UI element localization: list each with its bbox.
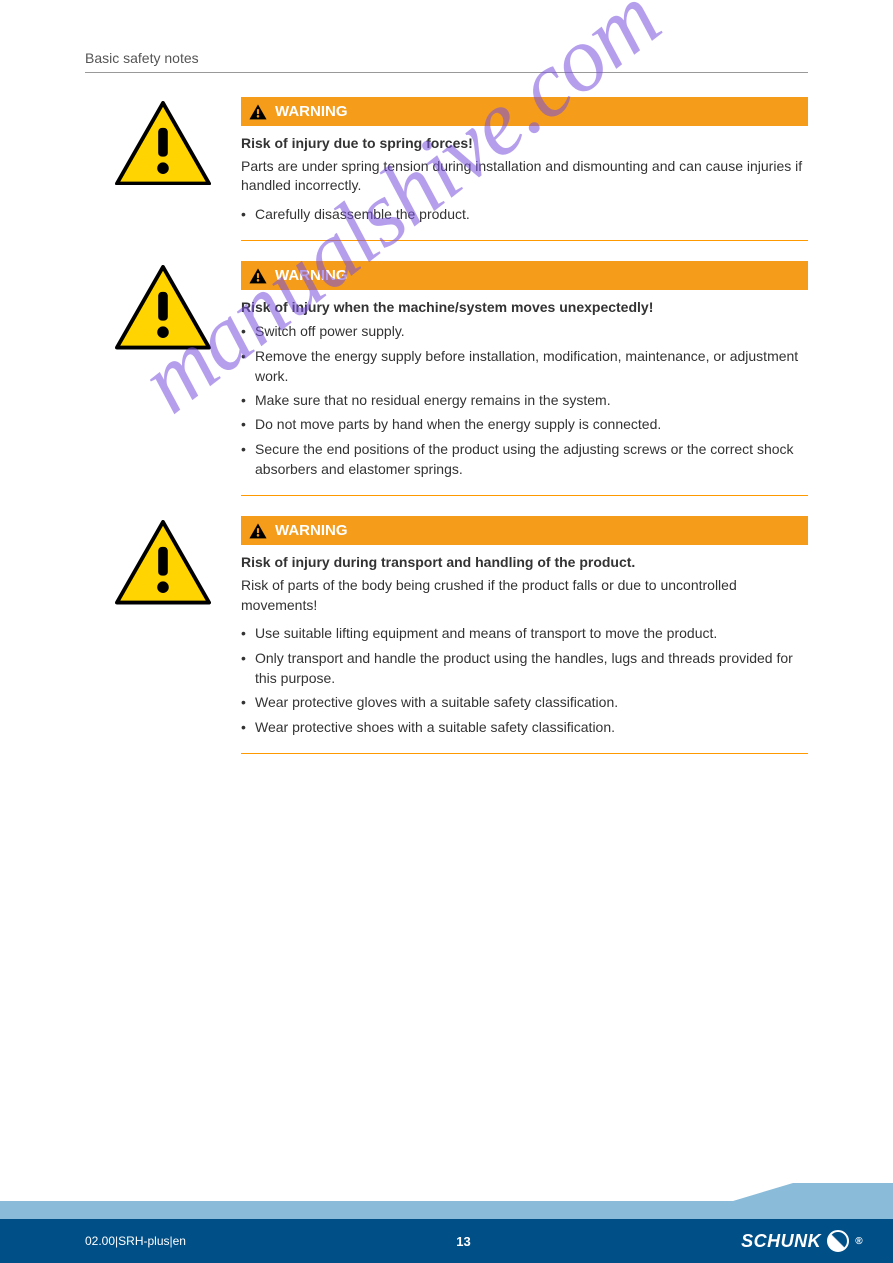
warning-small-icon <box>249 268 267 284</box>
notices-list: WARNING Risk of injury due to spring forc… <box>85 97 808 774</box>
warning-triangle-icon <box>115 101 211 185</box>
notice-bullet-list: Carefully disassemble the product. <box>241 202 808 226</box>
warning-triangle-icon <box>115 520 211 604</box>
notice-icon-column <box>85 261 241 516</box>
warning-triangle-small-icon <box>249 104 267 120</box>
notice-header-bar: WARNING <box>241 516 808 545</box>
warning-notice: WARNING Risk of injury during transport a… <box>85 516 808 774</box>
notice-label: WARNING <box>275 103 348 120</box>
notice-header-bar: WARNING <box>241 261 808 290</box>
notice-label: WARNING <box>275 522 348 539</box>
notice-sub-text: Risk of parts of the body being crushed … <box>241 574 808 621</box>
notice-bullet: Make sure that no residual energy remain… <box>241 388 808 412</box>
notice-bullet: Only transport and handle the product us… <box>241 646 808 691</box>
footer-doc-id: 02.00|SRH-plus|en <box>85 1234 186 1248</box>
notice-bullet: Secure the end positions of the product … <box>241 437 808 482</box>
page-header: Basic safety notes <box>85 50 808 73</box>
page-footer: 02.00|SRH-plus|en 13 SCHUNK ® <box>0 1201 893 1263</box>
warning-triangle-icon <box>115 265 211 349</box>
footer-bar: 02.00|SRH-plus|en 13 SCHUNK ® <box>0 1219 893 1263</box>
brand-logo: SCHUNK ® <box>741 1230 863 1252</box>
brand-registered-icon: ® <box>855 1236 863 1247</box>
notice-body: WARNING Risk of injury when the machine/s… <box>241 261 808 496</box>
header-left: Basic safety notes <box>85 50 199 66</box>
notice-body: WARNING Risk of injury due to spring forc… <box>241 97 808 241</box>
warning-notice: WARNING Risk of injury due to spring forc… <box>85 97 808 261</box>
warning-notice: WARNING Risk of injury when the machine/s… <box>85 261 808 516</box>
notice-bullet: Use suitable lifting equipment and means… <box>241 621 808 645</box>
notice-label: WARNING <box>275 267 348 284</box>
notice-bullet: Carefully disassemble the product. <box>241 202 808 226</box>
notice-icon-column <box>85 516 241 774</box>
brand-mark-icon <box>827 1230 849 1252</box>
brand-name: SCHUNK <box>741 1231 821 1252</box>
notice-bullet: Remove the energy supply before installa… <box>241 344 808 389</box>
footer-accent <box>0 1201 893 1219</box>
notice-bullet: Wear protective gloves with a suitable s… <box>241 690 808 714</box>
warning-triangle-small-icon <box>249 268 267 284</box>
warning-small-icon <box>249 104 267 120</box>
notice-main-text: Risk of injury when the machine/system m… <box>241 290 808 319</box>
notice-body: WARNING Risk of injury during transport a… <box>241 516 808 754</box>
notice-main-text: Risk of injury during transport and hand… <box>241 545 808 574</box>
notice-bullet: Wear protective shoes with a suitable sa… <box>241 715 808 739</box>
notice-bullet-list: Switch off power supply.Remove the energ… <box>241 319 808 481</box>
footer-page-number: 13 <box>456 1234 470 1249</box>
notice-header-bar: WARNING <box>241 97 808 126</box>
warning-triangle-small-icon <box>249 523 267 539</box>
notice-icon-column <box>85 97 241 261</box>
notice-bullet: Switch off power supply. <box>241 319 808 343</box>
notice-bullet: Do not move parts by hand when the energ… <box>241 412 808 436</box>
notice-sub-text: Parts are under spring tension during in… <box>241 155 808 202</box>
notice-main-text: Risk of injury due to spring forces! <box>241 126 808 155</box>
warning-small-icon <box>249 523 267 539</box>
notice-bullet-list: Use suitable lifting equipment and means… <box>241 621 808 738</box>
